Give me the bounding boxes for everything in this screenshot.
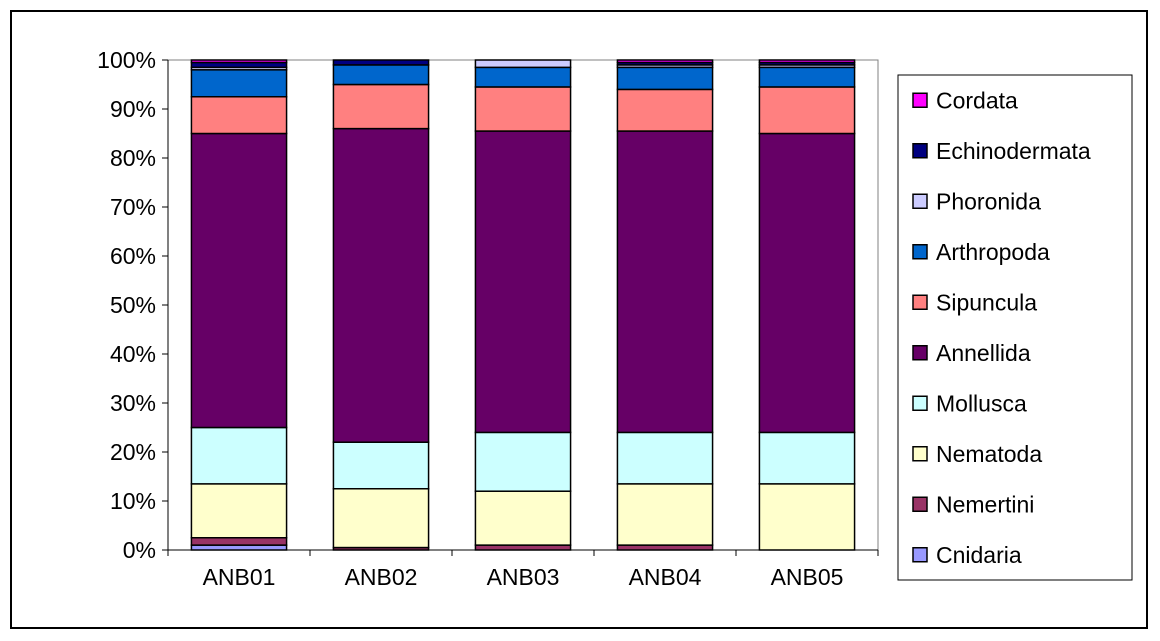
bar-segment-cordata-anb01 bbox=[190, 59, 288, 64]
bar-segment-nematoda-anb03 bbox=[474, 490, 572, 546]
x-tick-label: ANB05 bbox=[771, 564, 844, 590]
legend-swatch-cordata bbox=[912, 92, 928, 108]
legend-label-nematoda: Nematoda bbox=[936, 441, 1042, 467]
y-tick-label: 40% bbox=[110, 341, 156, 367]
legend-label-annellida: Annellida bbox=[936, 340, 1031, 366]
legend-label-phoronida: Phoronida bbox=[936, 188, 1041, 214]
y-tick-label: 30% bbox=[110, 390, 156, 416]
legend-label-cnidaria: Cnidaria bbox=[936, 542, 1022, 568]
bar-segment-cordata-anb04 bbox=[616, 59, 714, 64]
legend-swatch-nematoda bbox=[912, 446, 928, 462]
bar-segment-annellida-anb05 bbox=[758, 132, 856, 434]
bar-segment-nemertini-anb01 bbox=[190, 537, 288, 546]
legend-swatch-phoronida bbox=[912, 193, 928, 209]
bar-segment-annellida-anb04 bbox=[616, 130, 714, 434]
y-tick-label: 90% bbox=[110, 96, 156, 122]
y-tick-label: 0% bbox=[123, 537, 156, 563]
bar-segment-sipuncula-anb02 bbox=[332, 83, 430, 130]
bar-segment-arthropoda-anb02 bbox=[332, 64, 430, 86]
legend-swatch-echinodermata bbox=[912, 143, 928, 159]
bar-segment-nematoda-anb04 bbox=[616, 483, 714, 546]
bar-segment-arthropoda-anb05 bbox=[758, 66, 856, 88]
legend-label-arthropoda: Arthropoda bbox=[936, 239, 1050, 265]
bar-segment-mollusca-anb01 bbox=[190, 426, 288, 485]
bar-segment-sipuncula-anb03 bbox=[474, 86, 572, 132]
legend-swatch-mollusca bbox=[912, 395, 928, 411]
legend-swatch-arthropoda bbox=[912, 244, 928, 260]
bar-segment-sipuncula-anb04 bbox=[616, 88, 714, 132]
bar-segment-mollusca-anb05 bbox=[758, 431, 856, 485]
x-tick-label: ANB01 bbox=[203, 564, 276, 590]
legend-swatch-cnidaria bbox=[912, 547, 928, 563]
y-tick-label: 10% bbox=[110, 488, 156, 514]
legend-label-mollusca: Mollusca bbox=[936, 390, 1027, 416]
bar-segment-nematoda-anb02 bbox=[332, 488, 430, 549]
bar-segment-arthropoda-anb04 bbox=[616, 66, 714, 91]
bar-segment-cordata-anb05 bbox=[758, 59, 856, 64]
bar-segment-phoronida-anb03 bbox=[474, 59, 572, 69]
legend-swatch-annellida bbox=[912, 345, 928, 361]
bar-segment-nematoda-anb05 bbox=[758, 483, 856, 551]
bar-segment-mollusca-anb03 bbox=[474, 431, 572, 492]
legend-label-nemertini: Nemertini bbox=[936, 491, 1034, 517]
y-tick-label: 80% bbox=[110, 145, 156, 171]
bar-segment-annellida-anb02 bbox=[332, 127, 430, 443]
legend-label-echinodermata: Echinodermata bbox=[936, 138, 1091, 164]
y-tick-label: 50% bbox=[110, 292, 156, 318]
legend-label-cordata: Cordata bbox=[936, 87, 1018, 113]
x-tick-label: ANB02 bbox=[345, 564, 418, 590]
bar-segment-arthropoda-anb03 bbox=[474, 66, 572, 88]
bar-segment-nematoda-anb01 bbox=[190, 483, 288, 539]
y-tick-label: 20% bbox=[110, 439, 156, 465]
x-tick-label: ANB04 bbox=[629, 564, 702, 590]
x-tick-label: ANB03 bbox=[487, 564, 560, 590]
legend-swatch-nemertini bbox=[912, 496, 928, 512]
bar-segment-mollusca-anb04 bbox=[616, 431, 714, 485]
legend-swatch-sipuncula bbox=[912, 294, 928, 310]
y-tick-label: 100% bbox=[97, 47, 156, 73]
y-tick-label: 60% bbox=[110, 243, 156, 269]
bar-segment-sipuncula-anb05 bbox=[758, 86, 856, 135]
bar-segment-sipuncula-anb01 bbox=[190, 96, 288, 135]
bar-segment-mollusca-anb02 bbox=[332, 441, 430, 490]
legend bbox=[897, 74, 1133, 581]
bar-segment-echinodermata-anb02 bbox=[332, 59, 430, 66]
legend-label-sipuncula: Sipuncula bbox=[936, 289, 1037, 315]
bar-segment-annellida-anb03 bbox=[474, 130, 572, 434]
bar-segment-arthropoda-anb01 bbox=[190, 69, 288, 98]
y-tick-label: 70% bbox=[110, 194, 156, 220]
bar-segment-annellida-anb01 bbox=[190, 132, 288, 429]
